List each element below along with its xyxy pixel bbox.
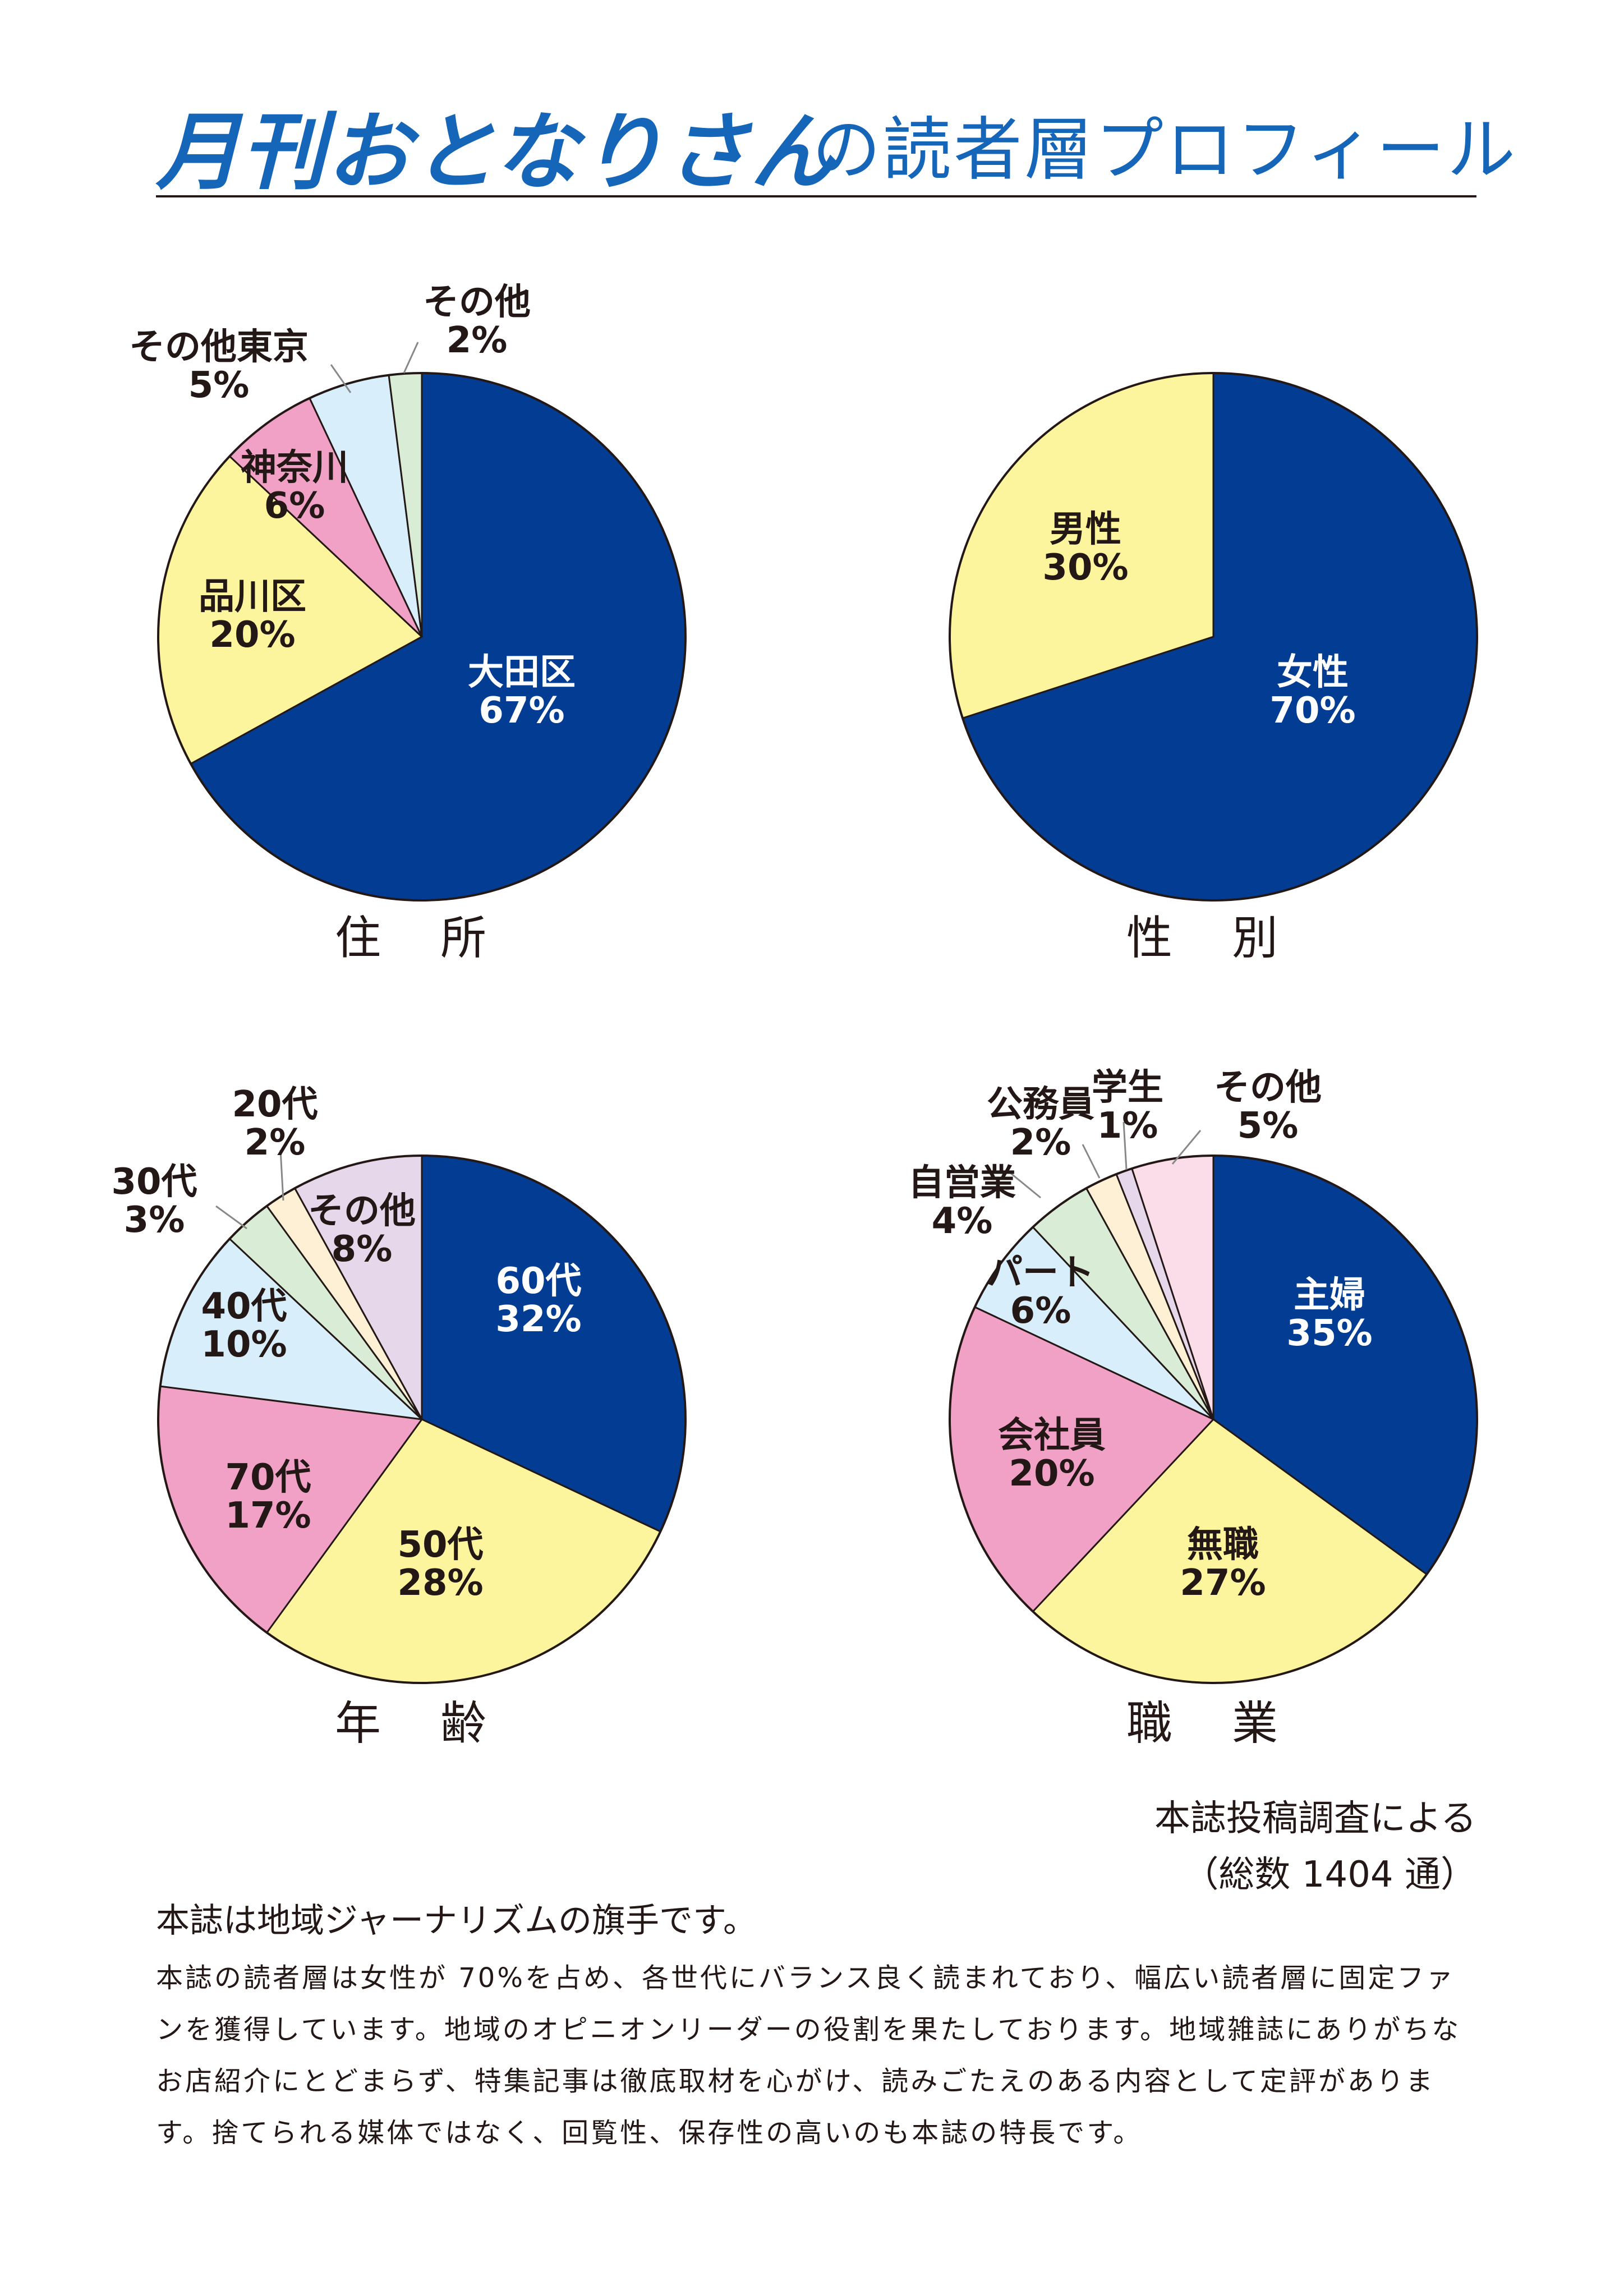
slice-percent-address-4: 2%: [447, 320, 508, 361]
slice-percent-occupation-6: 1%: [1097, 1105, 1158, 1147]
slice-percent-occupation-3: 6%: [1010, 1290, 1071, 1332]
slice-label-age-4: 30代: [111, 1161, 197, 1203]
pie-outline-gender: [949, 372, 1478, 902]
slice-percent-occupation-7: 5%: [1237, 1105, 1299, 1147]
slice-percent-occupation-2: 20%: [1009, 1453, 1094, 1494]
body-heading: 本誌は地域ジャーナリズムの旗手です。: [156, 1901, 757, 1940]
header-rule: [156, 195, 1476, 197]
leader-line-age-4: [215, 1205, 247, 1230]
leader-line-occupation-7: [1171, 1130, 1202, 1165]
slice-percent-age-6: 8%: [332, 1229, 393, 1270]
slice-label-age-0: 60代: [495, 1261, 581, 1302]
chart-caption-gender: 性 別: [1126, 912, 1300, 965]
source-note-line2: （総数 1404 通）: [1183, 1854, 1476, 1896]
slice-label-occupation-5: 公務員: [987, 1084, 1094, 1125]
page-header: 月刊おとなりさん の読者層プロフィール: [156, 84, 1516, 201]
slice-label-age-5: 20代: [232, 1084, 318, 1125]
pie-outline-address: [157, 372, 687, 902]
slice-label-gender-1: 男性: [1050, 509, 1121, 550]
source-note-line1: 本誌投稿調査による: [1154, 1798, 1476, 1839]
slice-percent-age-4: 3%: [124, 1199, 185, 1241]
slice-label-age-2: 70代: [225, 1457, 311, 1498]
slice-percent-occupation-0: 35%: [1286, 1313, 1372, 1354]
leader-line-occupation-5: [1082, 1144, 1101, 1179]
slice-label-age-1: 50代: [397, 1524, 483, 1566]
slice-label-occupation-2: 会社員: [998, 1415, 1106, 1456]
slice-percent-occupation-5: 2%: [1010, 1122, 1071, 1163]
chart-caption-occupation: 職 業: [1126, 1697, 1300, 1750]
pie-outline-occupation: [949, 1155, 1478, 1684]
slice-percent-address-3: 5%: [188, 365, 250, 406]
slice-label-occupation-3: パート: [987, 1252, 1094, 1294]
leader-line-age-5: [279, 1149, 284, 1201]
slice-label-occupation-4: 自営業: [908, 1162, 1016, 1204]
slice-label-address-4: その他: [423, 282, 531, 323]
slice-percent-occupation-4: 4%: [932, 1201, 993, 1242]
leader-line-occupation-4: [1009, 1171, 1041, 1199]
slice-percent-age-0: 32%: [495, 1299, 581, 1340]
slice-label-address-3: その他東京: [129, 326, 309, 368]
slice-label-address-0: 大田区: [468, 652, 576, 693]
slice-percent-occupation-1: 27%: [1180, 1562, 1266, 1604]
slice-label-age-3: 40代: [201, 1286, 287, 1327]
slice-percent-address-1: 20%: [209, 614, 295, 656]
leader-line-address-4: [403, 342, 419, 374]
magazine-logo: 月刊おとなりさん: [156, 104, 836, 201]
slice-percent-age-1: 28%: [397, 1562, 483, 1604]
body-paragraph: 本誌の読者層は女性が 70%を占め、各世代にバランス良く読まれており、幅広い読者…: [156, 1962, 1461, 2149]
chart-caption-age: 年 齢: [335, 1697, 509, 1750]
slice-label-occupation-6: 学生: [1092, 1067, 1163, 1109]
page-title: の読者層プロフィール: [812, 110, 1518, 190]
slice-percent-gender-0: 70%: [1269, 690, 1355, 732]
slice-percent-gender-1: 30%: [1042, 547, 1128, 588]
chart-caption-address: 住 所: [335, 912, 509, 965]
slice-percent-age-5: 2%: [245, 1122, 306, 1163]
slice-label-address-2: 神奈川: [241, 447, 348, 489]
slice-percent-address-2: 6%: [264, 485, 325, 527]
slice-label-gender-0: 女性: [1277, 652, 1349, 693]
pie-outline-age: [157, 1155, 687, 1684]
slice-label-occupation-1: 無職: [1187, 1524, 1259, 1566]
slice-label-address-1: 品川区: [199, 576, 306, 618]
slice-percent-age-3: 10%: [201, 1324, 287, 1365]
slice-percent-age-2: 17%: [225, 1495, 311, 1537]
leader-line-address-3: [330, 364, 352, 393]
slice-label-occupation-0: 主婦: [1294, 1275, 1365, 1316]
slice-percent-address-0: 67%: [479, 690, 564, 732]
slice-label-occupation-7: その他: [1214, 1067, 1322, 1109]
slice-label-age-6: その他: [308, 1190, 416, 1232]
leader-line-occupation-6: [1122, 1121, 1128, 1170]
